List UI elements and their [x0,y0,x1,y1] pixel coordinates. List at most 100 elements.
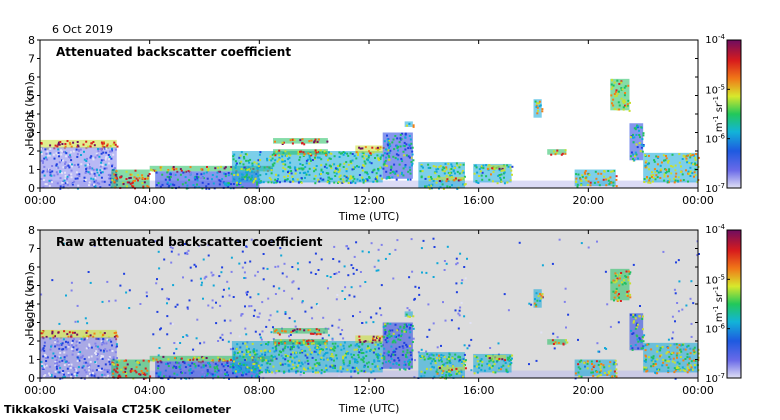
feature-cell [284,342,286,345]
feature-cell [400,333,403,336]
feature-cell [366,362,368,365]
feature-cell [547,339,567,345]
feature-cell [235,364,238,367]
feature-cell [57,141,60,144]
feature-cell [687,170,690,173]
feature-cell [361,359,364,362]
feature-cell [299,171,302,174]
feature-cell [204,374,207,377]
feature-cell [167,169,170,171]
feature-cell [606,373,609,376]
feature-cell [607,177,610,180]
feature-cell [258,375,261,378]
feature-cell [62,338,65,341]
feature-cell [54,355,57,358]
feature-cell [346,152,349,155]
feature-cell [274,343,277,346]
feature-cell [311,356,314,359]
feature-cell [40,147,43,150]
feature-cell [101,142,104,145]
feature-cell [379,174,382,177]
feature-cell [481,171,484,174]
noise-cell [215,301,217,304]
feature-cell [124,372,127,375]
feature-cell [393,335,396,338]
noise-cell [414,285,417,288]
feature-cell [85,168,88,170]
feature-cell [206,372,209,375]
feature-cell [404,148,407,151]
feature-cell [45,158,48,161]
feature-cell [122,371,125,374]
feature-cell [289,348,292,351]
feature-cell [260,180,262,183]
feature-cell [93,180,96,183]
feature-cell [252,181,255,184]
colorbar-unit: m-1 sr-1 [712,286,725,322]
feature-cell [389,168,392,171]
noise-cell [288,317,291,320]
feature-cell [592,371,594,374]
feature-cell [254,375,257,378]
noise-cell [40,293,43,296]
feature-cell [609,361,612,364]
feature-cell [385,156,388,159]
noise-cell [337,326,340,329]
feature-cell [492,170,495,173]
feature-cell [663,173,666,176]
feature-cell [91,167,94,170]
feature-cell [641,318,644,320]
noise-cell [195,337,198,340]
feature-cell [117,375,120,378]
feature-cell [283,347,286,350]
y-axis-label: Height (km) [23,81,36,147]
feature-cell [464,364,466,366]
feature-cell [632,313,635,316]
feature-cell [87,145,90,148]
feature-cell [665,155,667,157]
backscatter-feature [404,121,415,128]
feature-cell [77,148,80,151]
feature-cell [339,343,342,346]
colorbar-gradient [726,39,742,189]
feature-cell [644,161,647,164]
feature-cell [656,176,659,179]
noise-cell [343,265,346,268]
feature-cell [631,347,634,350]
feature-cell [200,173,203,176]
feature-cell [66,177,69,180]
feature-cell [632,153,635,156]
feature-cell [640,341,643,344]
feature-cell [278,156,281,159]
noise-cell [229,332,232,335]
feature-cell [223,172,226,175]
feature-cell [264,368,267,371]
feature-cell [652,355,655,358]
noise-cell [677,259,680,262]
noise-cell [128,289,131,292]
noise-cell [212,284,215,287]
feature-cell [610,170,613,173]
feature-cell [398,163,401,166]
feature-cell [253,161,256,164]
feature-cell [384,159,387,162]
feature-cell [108,177,111,180]
feature-cell [612,363,615,366]
feature-cell [75,171,78,174]
feature-cell [386,337,389,339]
noise-cell [565,326,567,329]
feature-cell [632,321,635,324]
feature-cell [634,314,636,316]
feature-cell [688,369,691,372]
feature-cell [426,185,428,188]
feature-cell [612,181,615,184]
feature-cell [638,134,641,136]
noise-cell [241,313,244,315]
feature-cell [503,176,505,179]
noise-cell [244,277,247,279]
feature-cell [333,181,336,184]
feature-cell [541,110,544,113]
feature-cell [290,331,293,333]
feature-cell [229,167,232,170]
feature-cell [499,176,502,179]
